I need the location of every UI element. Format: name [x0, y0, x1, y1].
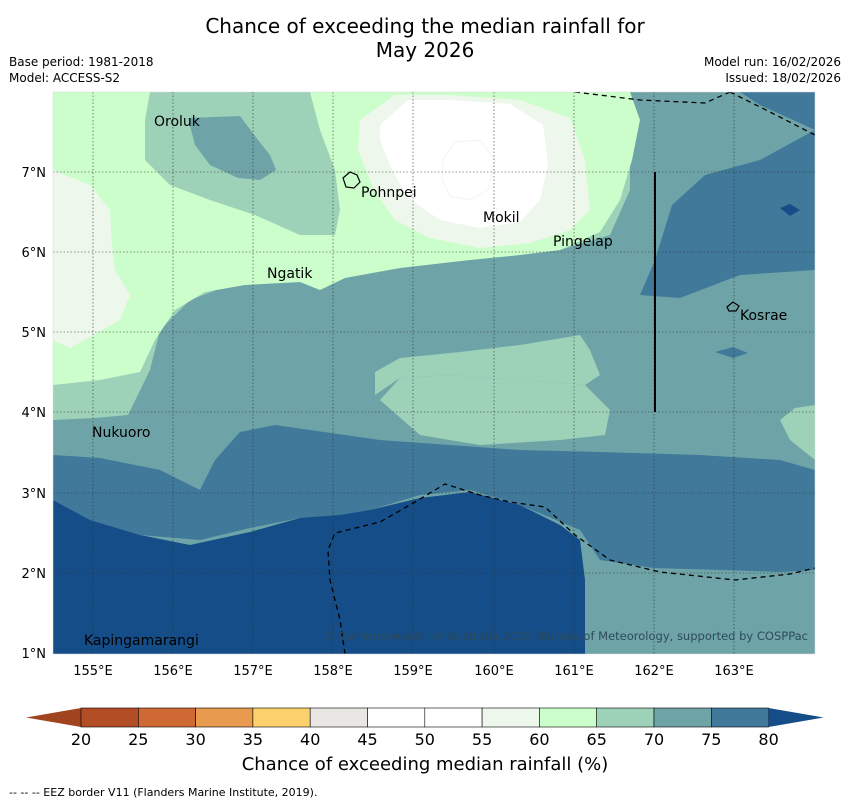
lon-tick-162: 162°E	[634, 664, 674, 679]
lat-tick-2: 2°N	[22, 567, 47, 582]
colorbar-segment	[710, 707, 769, 728]
colorbar-segment	[539, 707, 598, 728]
map-title-line1: Chance of exceeding the median rainfall …	[205, 14, 645, 38]
colorbar-ticks: 20 25 30 35 40 45 50 55 60 65 70 75 80	[71, 730, 779, 749]
colorbar-tick-label: 80	[758, 730, 778, 749]
colorbar-segment	[653, 707, 712, 728]
lat-tick-3: 3°N	[22, 487, 47, 502]
copyright-text: © Commonwealth of Australia 2026, Bureau…	[324, 629, 808, 643]
colorbar-tick-label: 25	[128, 730, 148, 749]
colorbar-segment	[309, 707, 368, 728]
meta-left: Base period: 1981-2018 Model: ACCESS-S2	[9, 54, 154, 86]
colorbar-segment	[80, 707, 139, 728]
colorbar-segment	[252, 707, 311, 728]
pohnpei-island	[342, 171, 361, 189]
base-period: Base period: 1981-2018	[9, 55, 154, 69]
colorbar-tick-label: 70	[644, 730, 664, 749]
contour-fields: Oroluk Pohnpei Mokil Pingelap Ngatik Kos…	[53, 92, 815, 654]
colorbar: 20 25 30 35 40 45 50 55 60 65 70 75 80	[26, 707, 824, 749]
lon-tick-158: 158°E	[313, 664, 353, 679]
lat-tick-1: 1°N	[22, 647, 47, 662]
eez-borders	[327, 92, 815, 654]
place-mokil: Mokil	[483, 210, 520, 226]
lat-tick-7: 7°N	[22, 166, 47, 181]
colorbar-tick-label: 30	[185, 730, 205, 749]
field-75-80-south	[53, 425, 815, 572]
colorbar-segment	[596, 707, 655, 728]
field-45-50-north	[441, 139, 496, 201]
map-title-line2: May 2026	[375, 38, 475, 62]
kosrae-island	[726, 301, 740, 312]
colorbar-extend-high	[768, 708, 824, 727]
eez-footnote: -- -- -- EEZ border V11 (Flanders Marine…	[9, 786, 318, 799]
place-kosrae: Kosrae	[740, 308, 787, 324]
field-75-80-spot	[715, 347, 748, 358]
field-65-70-central	[375, 335, 600, 395]
colorbar-tick-label: 75	[701, 730, 721, 749]
colorbar-segment	[367, 707, 426, 728]
colorbar-tick-label: 45	[357, 730, 377, 749]
meta-right: Model run: 16/02/2026 Issued: 18/02/2026	[704, 54, 841, 86]
colorbar-segment	[481, 707, 540, 728]
colorbar-tick-label: 65	[587, 730, 607, 749]
place-ngatik: Ngatik	[267, 266, 313, 282]
place-nukuoro: Nukuoro	[92, 425, 150, 441]
rainfall-map: Oroluk Pohnpei Mokil Pingelap Ngatik Kos…	[22, 91, 816, 679]
field-70-75-oroluk	[188, 116, 276, 180]
model-name: Model: ACCESS-S2	[9, 71, 121, 85]
field-65-70-east	[780, 405, 815, 460]
colorbar-segment	[424, 707, 483, 728]
lat-tick-4: 4°N	[22, 406, 47, 421]
lon-tick-157: 157°E	[233, 664, 273, 679]
colorbar-segment	[138, 707, 196, 728]
lat-tick-6: 6°N	[22, 246, 47, 261]
model-run: Model run: 16/02/2026	[703, 55, 841, 69]
lon-tick-160: 160°E	[474, 664, 514, 679]
colorbar-segments	[26, 707, 824, 728]
colorbar-tick-label: 20	[71, 730, 91, 749]
issued-date: Issued: 18/02/2026	[725, 71, 841, 85]
colorbar-tick-label: 55	[472, 730, 492, 749]
field-75-80-northeast	[740, 92, 815, 130]
field-80-spot	[780, 204, 800, 216]
colorbar-title: Chance of exceeding median rainfall (%)	[241, 754, 609, 775]
place-kapingamarangi: Kapingamarangi	[84, 633, 199, 649]
lat-tick-5: 5°N	[22, 326, 47, 341]
lon-tick-156: 156°E	[153, 664, 193, 679]
lon-tick-155: 155°E	[73, 664, 113, 679]
lon-tick-161: 161°E	[554, 664, 594, 679]
colorbar-tick-label: 40	[300, 730, 320, 749]
colorbar-segment	[195, 707, 254, 728]
lon-tick-163: 163°E	[714, 664, 754, 679]
place-pingelap: Pingelap	[553, 234, 613, 250]
place-oroluk: Oroluk	[154, 114, 201, 130]
lon-tick-159: 159°E	[393, 664, 433, 679]
colorbar-tick-label: 50	[415, 730, 435, 749]
field-55-60-west	[53, 170, 130, 348]
map-title: Chance of exceeding the median rainfall …	[0, 14, 850, 62]
field-65-70-central-b	[380, 375, 610, 445]
colorbar-tick-label: 35	[243, 730, 263, 749]
colorbar-extend-low	[26, 708, 81, 727]
place-pohnpei: Pohnpei	[361, 185, 417, 201]
colorbar-tick-label: 60	[529, 730, 549, 749]
